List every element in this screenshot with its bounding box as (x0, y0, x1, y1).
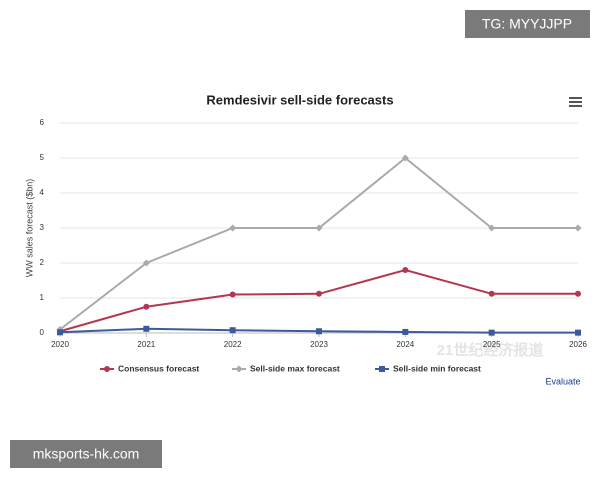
point (488, 224, 496, 232)
legend-label: Sell-side max forecast (250, 363, 340, 373)
chart-title: Remdesivir sell-side forecasts (206, 92, 393, 107)
menu-icon[interactable] (569, 97, 582, 107)
point (575, 329, 581, 336)
point (229, 291, 236, 298)
point (143, 325, 150, 332)
point (229, 327, 236, 334)
y-tick-label: 1 (40, 293, 45, 302)
point (229, 224, 237, 232)
x-tick-label: 2021 (137, 340, 155, 349)
point (142, 259, 150, 267)
legend-label: Consensus forecast (118, 363, 199, 373)
y-tick-label: 5 (40, 153, 45, 162)
point (574, 224, 582, 232)
x-tick-label: 2025 (483, 340, 501, 349)
point (401, 154, 409, 162)
y-axis-label: WW sales forecast ($bn) (24, 179, 34, 278)
y-tick-label: 3 (40, 223, 45, 232)
watermark-box (10, 440, 162, 468)
y-tick-label: 2 (40, 258, 45, 267)
point (235, 365, 243, 373)
point (488, 329, 495, 336)
source-label: Evaluate (545, 376, 580, 386)
point (402, 267, 409, 273)
x-tick-label: 2024 (396, 340, 414, 349)
point (143, 303, 150, 310)
x-tick-label: 2022 (224, 340, 242, 349)
y-tick-label: 0 (40, 328, 45, 337)
point (488, 290, 495, 297)
point (104, 366, 110, 372)
x-tick-label: 2020 (51, 340, 69, 349)
point (379, 366, 385, 372)
watermark-text: 21世纪经济报道 (437, 341, 544, 359)
watermark-text: TG: MYYJJPP (482, 16, 572, 32)
x-tick-label: 2026 (569, 340, 587, 349)
watermark-box (465, 10, 590, 38)
point (316, 290, 322, 297)
watermark-text: mksports-hk.com (33, 446, 140, 462)
x-tick-label: 2023 (310, 340, 328, 349)
point (315, 224, 323, 232)
point (57, 329, 63, 336)
point (575, 290, 581, 297)
point (316, 328, 322, 335)
y-tick-label: 4 (40, 188, 45, 197)
legend-label: Sell-side min forecast (393, 363, 481, 373)
point (402, 328, 409, 335)
y-tick-label: 6 (40, 118, 45, 127)
